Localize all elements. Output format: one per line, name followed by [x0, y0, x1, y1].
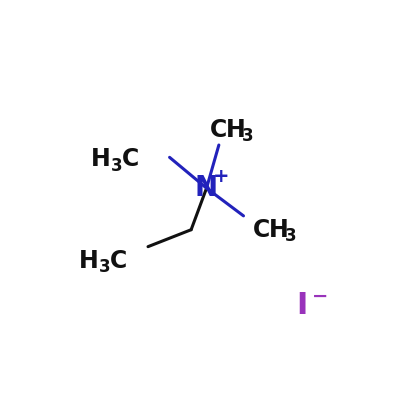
Text: C: C — [110, 248, 127, 272]
Text: 3: 3 — [111, 157, 123, 175]
Text: 3: 3 — [242, 127, 254, 145]
Text: N: N — [195, 174, 218, 202]
Text: −: − — [312, 286, 329, 306]
Text: I: I — [296, 291, 308, 320]
Text: C: C — [210, 118, 227, 142]
Text: C: C — [253, 218, 270, 242]
Text: H: H — [226, 118, 245, 142]
Text: H: H — [269, 218, 288, 242]
Text: C: C — [122, 147, 139, 171]
Text: 3: 3 — [99, 258, 110, 276]
Text: H: H — [91, 147, 111, 171]
Text: H: H — [79, 248, 98, 272]
Text: 3: 3 — [285, 228, 297, 246]
Text: +: + — [213, 167, 230, 186]
